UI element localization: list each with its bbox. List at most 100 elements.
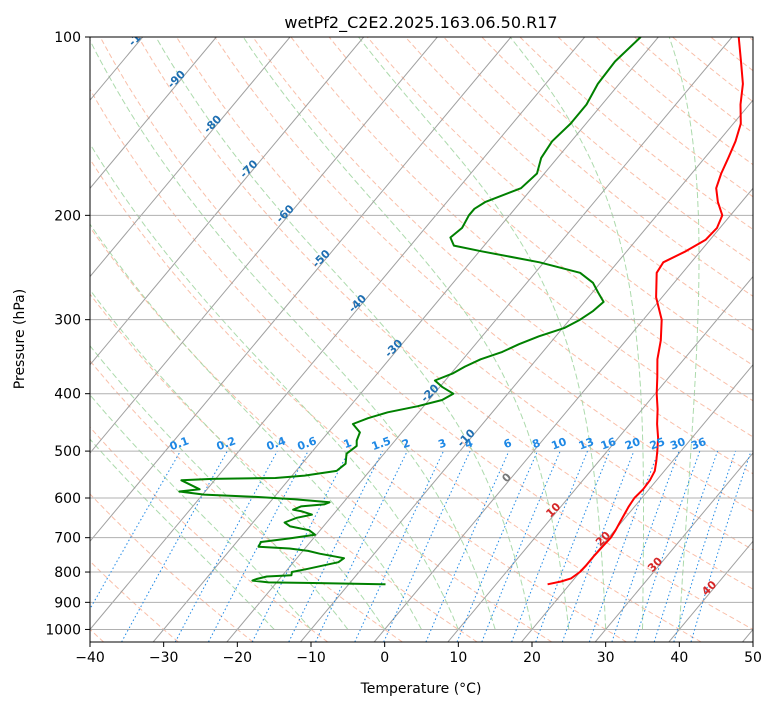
y-axis-title: Pressure (hPa)	[12, 289, 28, 389]
mixing-ratio-line	[383, 450, 471, 642]
mixing-ratio-label: 3	[436, 436, 448, 451]
isotherm-line	[521, 363, 753, 642]
mixing-ratio-line	[456, 450, 538, 642]
mixing-ratio-line	[481, 450, 561, 642]
isotherm-line	[594, 452, 753, 642]
dry-adiabat-line	[137, 37, 753, 590]
mixing-ratio-label: 6	[502, 436, 514, 451]
isotherm-label: -100	[126, 20, 155, 49]
mixing-ratio-line	[611, 450, 680, 642]
x-tick-label: 50	[744, 650, 762, 666]
mixing-ratio-label: 13	[577, 435, 596, 452]
mixing-ratio-label: 1.5	[370, 434, 393, 453]
sounding-profiles	[178, 37, 744, 586]
dry-adiabat-line	[90, 158, 627, 642]
isotherm-line	[447, 275, 753, 642]
mixing-ratio-label: 2	[400, 436, 412, 451]
pressure-gridlines	[90, 37, 753, 630]
moist-adiabat-line	[242, 37, 570, 630]
mixing-ratio-label: 4	[463, 436, 475, 451]
mixing-ratio-label: 30	[668, 435, 687, 453]
y-tick-label: 500	[54, 444, 81, 460]
moist-adiabat-line	[668, 37, 700, 630]
y-tick-label: 400	[54, 387, 81, 403]
mixing-ratio-label: 1	[342, 436, 354, 451]
isotherm-line	[90, 37, 438, 454]
mixing-ratio-line	[425, 450, 510, 642]
isotherm-line	[300, 99, 753, 642]
temperature-profile-line	[547, 37, 744, 586]
x-tick-label: 20	[523, 650, 541, 666]
y-tick-label: 600	[54, 491, 81, 507]
moist-adiabat-line	[90, 345, 349, 630]
y-tick-label: 700	[54, 531, 81, 547]
moist-adiabat-line	[90, 438, 275, 630]
dry-adiabat-line	[90, 426, 329, 642]
y-tick-label: 300	[54, 313, 81, 329]
mixing-ratio-lines	[90, 450, 752, 642]
axes: −40 −30 −20 −10 0 10 20 30 40 5010020030040050060…	[45, 30, 762, 666]
x-tick-label: −10	[296, 650, 326, 666]
mixing-ratio-label: 25	[648, 435, 667, 452]
mixing-ratio-line	[561, 450, 635, 642]
x-tick-label: −20	[223, 650, 253, 666]
y-tick-label: 1000	[45, 622, 81, 638]
mixing-ratio-line	[288, 450, 383, 642]
mixing-ratio-line	[653, 450, 719, 642]
x-tick-label: 0	[380, 650, 389, 666]
mixing-ratio-label: 0.4	[265, 434, 288, 453]
mixing-ratio-label: 0.1	[168, 434, 191, 453]
moist-adiabat-line	[90, 39, 496, 630]
dry-adiabat-line	[366, 37, 753, 366]
dry-adiabat-line	[214, 37, 753, 512]
isotherm-line	[152, 37, 659, 642]
plot-frame	[89, 36, 754, 643]
dry-adiabat-line	[90, 493, 254, 642]
mixing-ratio-line	[673, 450, 736, 642]
isotherm-line	[226, 37, 733, 642]
mixing-ratio-label: 10	[550, 435, 569, 453]
y-tick-label: 100	[54, 30, 81, 46]
dry-adiabat-line	[176, 37, 753, 551]
y-tick-label: 800	[54, 565, 81, 581]
moist-adiabat-line	[358, 37, 607, 630]
x-tick-label: 10	[449, 650, 467, 666]
dry-adiabat-line	[99, 37, 753, 630]
y-tick-label: 900	[54, 595, 81, 611]
plot-area: 0.10.20.40.611.52346810131620253036-100-…	[90, 20, 753, 642]
mixing-ratio-line	[634, 450, 701, 642]
mixing-ratio-label: 0.6	[296, 434, 319, 453]
dry-adiabat-line	[90, 88, 702, 642]
mixing-ratio-line	[588, 450, 660, 642]
moist-adiabat-line	[155, 37, 533, 630]
moist-adiabat-line	[90, 289, 386, 630]
dry-adiabat-line	[328, 37, 753, 402]
dry-adiabat-line	[252, 37, 753, 475]
isotherm-line	[90, 37, 586, 631]
mixing-ratio-label: 36	[689, 435, 708, 453]
isotherm-line	[373, 187, 753, 642]
mixing-ratio-label: 20	[623, 435, 642, 453]
y-tick-label: 200	[54, 208, 81, 224]
x-tick-label: −30	[149, 650, 179, 666]
x-tick-label: 40	[670, 650, 688, 666]
dry-adiabat-line	[443, 37, 753, 297]
chart-title: wetPf2_C2E2.2025.163.06.50.R17	[284, 13, 557, 33]
moist-adiabat-line	[90, 394, 312, 630]
mixing-ratio-label: 0.2	[215, 434, 238, 453]
dry-adiabats	[90, 37, 753, 642]
x-axis-title: Temperature (°C)	[360, 681, 482, 697]
isotherm-line	[90, 37, 217, 190]
moist-adiabat-line	[509, 37, 644, 630]
mixing-ratio-line	[535, 450, 611, 642]
mixing-ratio-line	[511, 450, 588, 642]
mixing-ratio-line	[251, 450, 350, 642]
mixing-ratio-line	[174, 450, 278, 642]
isotherm-line	[90, 37, 365, 366]
dry-adiabat-line	[90, 293, 478, 642]
mixing-ratio-label: 8	[530, 436, 542, 451]
x-tick-label: −40	[75, 650, 105, 666]
mixing-ratio-label: 16	[599, 435, 618, 453]
